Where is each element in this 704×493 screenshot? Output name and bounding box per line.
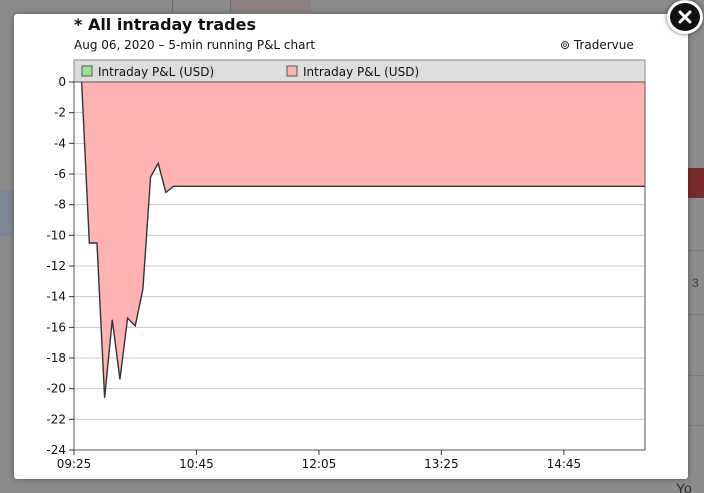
y-tick-label: -8 — [54, 198, 66, 212]
y-tick-label: -2 — [54, 106, 66, 120]
y-tick-label: -20 — [46, 382, 66, 396]
close-x-icon — [678, 10, 692, 24]
x-tick-label: 14:45 — [547, 457, 582, 471]
background-panel-right — [688, 168, 704, 198]
y-tick-label: -16 — [46, 320, 66, 334]
y-tick-label: -24 — [46, 443, 66, 457]
background-divider — [688, 425, 704, 426]
x-tick-label: 13:25 — [424, 457, 459, 471]
legend: Intraday P&L (USD) Intraday P&L (USD) — [81, 65, 419, 79]
background-text: l 3 — [686, 276, 699, 290]
y-tick-label: 0 — [58, 75, 66, 89]
y-tick-label: -22 — [46, 412, 66, 426]
background-frame-highlight — [230, 0, 311, 12]
legend-swatch — [286, 65, 298, 77]
background-divider — [688, 314, 704, 315]
x-tick-label: 09:25 — [57, 457, 92, 471]
x-axis: 09:25 10:45 12:05 13:25 14:45 — [57, 450, 581, 471]
y-axis: 0 -2 -4 -6 -8 -10 -12 -14 -16 -18 -20 -22 -24 — [46, 75, 74, 457]
y-tick-label: -14 — [46, 290, 66, 304]
background-divider — [688, 375, 704, 376]
legend-swatch — [81, 65, 93, 77]
y-tick-label: -18 — [46, 351, 66, 365]
tradervue-brand: ⊚ Tradervue — [560, 38, 634, 52]
pnl-area — [81, 82, 645, 398]
legend-label: Intraday P&L (USD) — [98, 65, 214, 79]
legend-label: Intraday P&L (USD) — [303, 65, 419, 79]
background-divider — [688, 250, 704, 251]
x-tick-label: 10:45 — [179, 457, 214, 471]
background-text: Yo — [676, 480, 692, 493]
y-tick-label: -6 — [54, 167, 66, 181]
close-button[interactable] — [667, 0, 703, 34]
pnl-line — [80, 81, 645, 398]
y-tick-label: -12 — [46, 259, 66, 273]
chart-title: * All intraday trades — [74, 15, 256, 34]
background-panel-left — [0, 190, 14, 236]
chart-subtitle: Aug 06, 2020 – 5-min running P&L chart — [74, 38, 316, 52]
y-tick-label: -10 — [46, 228, 66, 242]
y-tick-label: -4 — [54, 136, 66, 150]
x-tick-label: 12:05 — [302, 457, 337, 471]
